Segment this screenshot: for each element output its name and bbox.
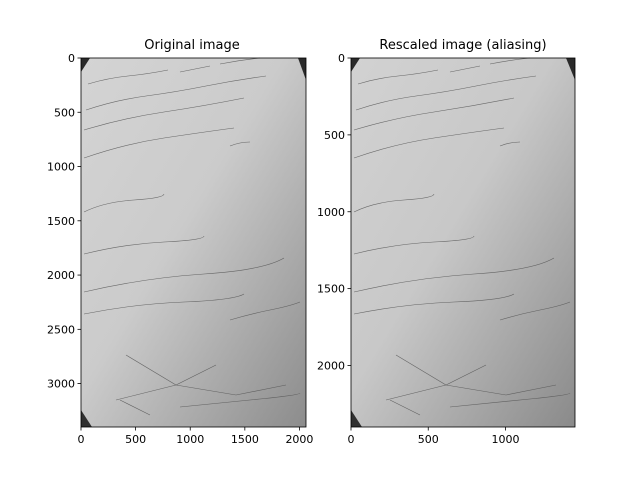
chart-title: Original image <box>144 38 240 53</box>
y-tick-label: 0 <box>68 52 75 65</box>
subplot-original: Original image 0 500 1000 1500 2000 <box>47 38 313 446</box>
y-tick-label: 0 <box>338 52 345 65</box>
y-tick-label: 2500 <box>47 323 75 336</box>
x-axis: 0 500 1000 1500 2000 <box>78 427 313 446</box>
y-tick-label: 500 <box>54 106 75 119</box>
x-tick-label: 1000 <box>176 433 204 446</box>
x-tick-label: 500 <box>418 433 439 446</box>
y-tick-label: 1000 <box>317 206 345 219</box>
x-tick-label: 2000 <box>285 433 313 446</box>
y-axis: 0 500 1000 1500 2000 <box>317 52 351 373</box>
x-axis: 0 500 1000 <box>348 427 519 446</box>
x-tick-label: 500 <box>125 433 146 446</box>
y-tick-label: 500 <box>324 129 345 142</box>
y-tick-label: 1500 <box>47 215 75 228</box>
y-axis: 0 500 1000 1500 2000 2500 3000 <box>47 52 81 391</box>
subplot-rescaled: Rescaled image (aliasing) 0 500 1 <box>317 38 576 446</box>
y-tick-label: 3000 <box>47 378 75 391</box>
axes-frame <box>80 57 307 428</box>
y-tick-label: 1000 <box>47 161 75 174</box>
y-tick-label: 1500 <box>317 283 345 296</box>
x-tick-label: 1500 <box>231 433 259 446</box>
y-tick-label: 2000 <box>47 269 75 282</box>
x-tick-label: 0 <box>348 433 355 446</box>
chart-title: Rescaled image (aliasing) <box>379 38 546 53</box>
photo-image <box>81 57 306 427</box>
photo-image <box>351 57 575 427</box>
y-tick-label: 2000 <box>317 360 345 373</box>
x-tick-label: 0 <box>78 433 85 446</box>
axes-frame <box>350 57 576 428</box>
x-tick-label: 1000 <box>491 433 519 446</box>
